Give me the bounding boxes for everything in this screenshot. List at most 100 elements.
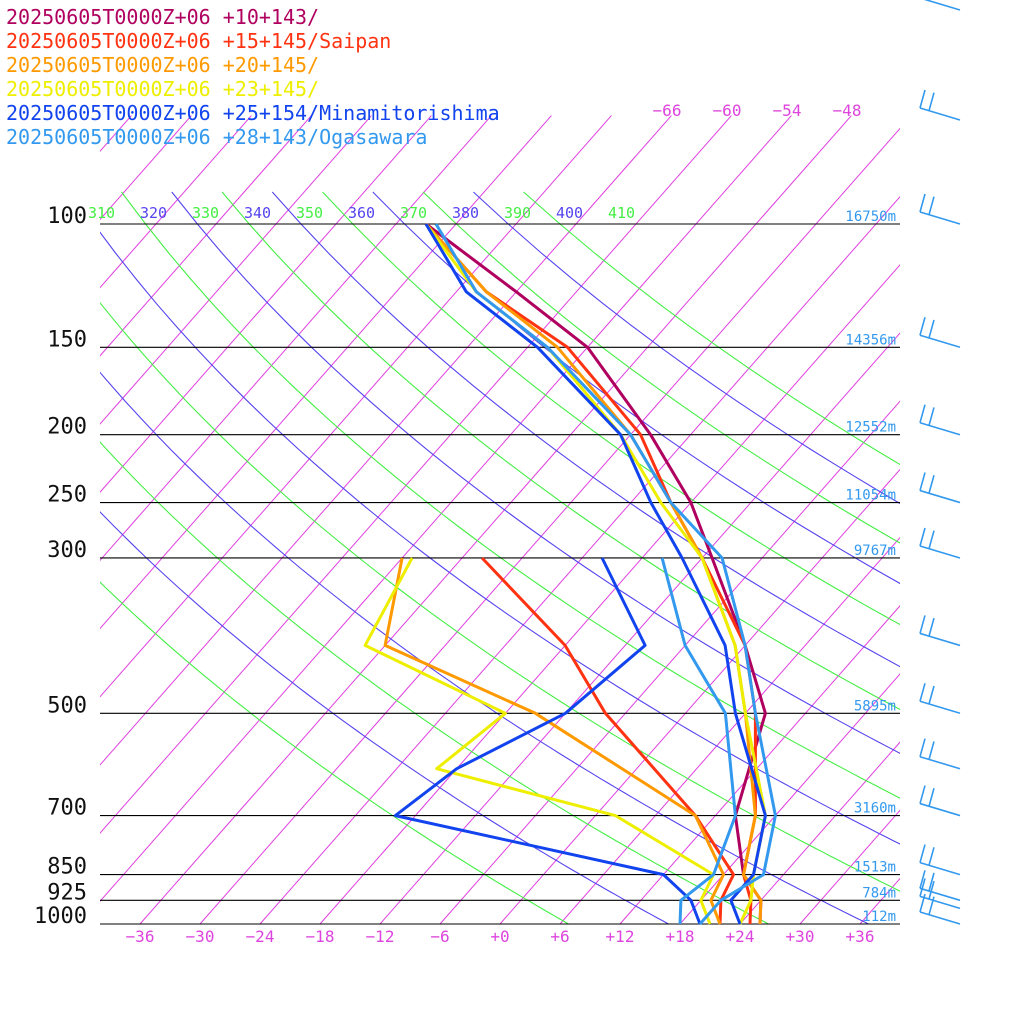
isotherm-line xyxy=(920,116,1024,924)
wind-barb-flag xyxy=(919,683,926,702)
isotherm-line xyxy=(100,115,372,425)
isotherm-line xyxy=(559,536,900,925)
wind-barb xyxy=(919,844,961,876)
pressure-tick-label: 300 xyxy=(47,538,87,563)
wind-barb-flag xyxy=(919,89,926,109)
wind-barb-flag xyxy=(919,785,926,804)
temperature-tick-label: −24 xyxy=(246,927,275,946)
isotherm-line xyxy=(619,605,900,925)
height-label: 11054m xyxy=(845,488,896,504)
height-label: 16750m xyxy=(845,209,896,225)
wind-barb-staff xyxy=(919,489,961,504)
wind-barb xyxy=(919,785,961,817)
wind-barb-flag xyxy=(928,196,935,215)
wind-barb-staff xyxy=(919,334,961,349)
legend-entry: 20250605T0000Z+06 +23+145/ xyxy=(6,77,319,101)
dry-adiabat-line xyxy=(221,191,900,711)
dry-adiabat-line xyxy=(100,581,569,925)
pressure-tick-label: 1000 xyxy=(34,904,87,929)
wind-barb-flag xyxy=(919,193,926,213)
isotherm-line xyxy=(100,115,792,903)
dry-adiabat-line xyxy=(100,231,900,845)
upper-temperature-label: −60 xyxy=(713,101,742,120)
wind-barb-staff xyxy=(919,895,961,910)
legend-entry: 20250605T0000Z+06 +10+143/ xyxy=(6,5,319,29)
legend-entry: 20250605T0000Z+06 +15+145/Saipan xyxy=(6,29,391,53)
wind-barb-staff xyxy=(919,545,961,559)
wind-barb-flag xyxy=(928,0,931,1)
isotherm-line xyxy=(739,741,900,925)
wind-barb-flag xyxy=(928,880,935,900)
wind-barb-staff xyxy=(919,211,961,225)
theta-label: 320 xyxy=(140,204,167,222)
pressure-tick-label: 200 xyxy=(47,415,87,440)
upper-temperature-label: −54 xyxy=(773,101,802,120)
isotherm-line xyxy=(439,400,900,925)
dry-adiabat-line xyxy=(171,191,900,754)
wind-barb xyxy=(919,878,961,910)
theta-label: 390 xyxy=(504,204,531,222)
isotherm-line xyxy=(100,115,612,698)
wind-barb-flag xyxy=(928,475,935,494)
isotherm-line xyxy=(100,115,192,221)
isotherm-line xyxy=(100,115,552,630)
dry-adiabat-line xyxy=(322,191,900,626)
pressure-tick-label: 150 xyxy=(47,327,87,352)
wind-barb-flag xyxy=(919,472,926,491)
upper-temperature-label: −48 xyxy=(833,101,862,120)
legend: 20250605T0000Z+06 +10+143/20250605T0000Z… xyxy=(6,5,500,149)
temperature-tick-label: +12 xyxy=(606,927,635,946)
isotherm-line xyxy=(799,809,900,925)
wind-barb-flag xyxy=(928,685,935,705)
dry-adiabat-line xyxy=(422,191,900,544)
plot-area xyxy=(0,115,1024,925)
wind-barb-flag xyxy=(919,317,926,336)
height-label: 5895m xyxy=(854,698,896,714)
wind-barb xyxy=(919,738,961,770)
wind-barb-flag xyxy=(928,872,935,892)
temperature-trace xyxy=(434,223,777,925)
theta-label: 330 xyxy=(192,204,219,222)
dewpoint-trace xyxy=(660,557,737,925)
wind-barb-staff xyxy=(919,632,961,647)
wind-barb-staff xyxy=(919,421,961,436)
isotherm-line xyxy=(679,673,900,925)
theta-label: 400 xyxy=(556,204,583,222)
dry-adiabat-line xyxy=(121,191,900,799)
dry-adiabat-line xyxy=(100,301,900,892)
wind-barb xyxy=(919,89,961,121)
wind-barb-flag xyxy=(919,527,926,547)
temperature-tick-label: +36 xyxy=(846,927,875,946)
height-label: 12552m xyxy=(845,420,896,436)
wind-barb-flag xyxy=(919,844,926,863)
temperature-tick-label: +30 xyxy=(786,927,815,946)
temperature-tick-label: −30 xyxy=(186,927,215,946)
wind-barb-flag xyxy=(919,878,926,897)
theta-label: 360 xyxy=(348,204,375,222)
height-label: 1513m xyxy=(854,860,896,876)
temperature-tick-label: −18 xyxy=(306,927,335,946)
theta-label: 370 xyxy=(400,204,427,222)
wind-barb xyxy=(923,0,961,11)
isotherm-line xyxy=(259,195,900,925)
height-label: 9767m xyxy=(854,543,896,559)
wind-barb xyxy=(919,404,961,436)
legend-entry: 20250605T0000Z+06 +25+154/Minamitorishim… xyxy=(6,101,500,125)
isotherm-line xyxy=(100,115,732,834)
isotherm-line xyxy=(0,116,11,924)
legend-entry: 20250605T0000Z+06 +20+145/ xyxy=(6,53,319,77)
wind-barb xyxy=(919,193,961,225)
temperature-trace xyxy=(424,223,767,925)
wind-barb xyxy=(919,527,961,559)
wind-barb-staff xyxy=(919,911,961,925)
pressure-tick-label: 925 xyxy=(47,880,87,905)
wind-barb-flag xyxy=(919,615,926,634)
isotherm-line xyxy=(100,115,672,766)
temperature-tick-label: −36 xyxy=(126,927,155,946)
dry-adiabat-line xyxy=(372,191,900,585)
isotherm-line xyxy=(980,116,1024,924)
isotherm-line xyxy=(100,115,312,357)
wind-barb-staff xyxy=(919,755,961,770)
theta-label: 380 xyxy=(452,204,479,222)
